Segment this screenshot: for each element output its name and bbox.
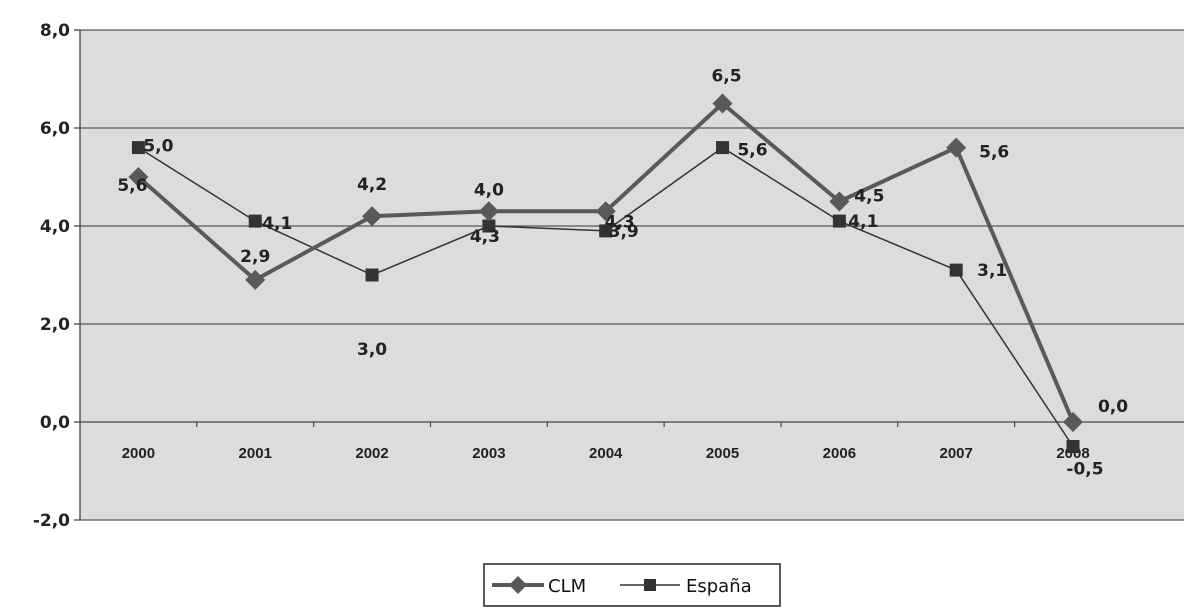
espana-point xyxy=(365,268,379,282)
clm-point xyxy=(1063,412,1084,432)
x-axis: 2000 2001 2002 2003 2004 2005 2006 2007 2008 xyxy=(122,422,1090,462)
data-label-espana: 3,0 xyxy=(357,340,387,360)
legend-label-espana: España xyxy=(686,576,752,597)
data-label-clm: 0,0 xyxy=(1098,397,1128,417)
x-tick-label: 2006 xyxy=(823,445,856,462)
espana-point xyxy=(248,214,262,228)
espana-point xyxy=(832,214,846,228)
y-tick-label: 2,0 xyxy=(40,315,70,335)
x-tick-label: 2000 xyxy=(122,445,155,462)
y-tick-label: 0,0 xyxy=(40,413,70,433)
clm-point xyxy=(946,137,967,158)
clm-point xyxy=(595,201,616,222)
espana-point xyxy=(949,263,963,277)
data-label-clm: 4,3 xyxy=(605,212,635,232)
y-tick-label: 4,0 xyxy=(40,217,70,237)
gridlines xyxy=(80,29,1184,521)
legend-marker-clm xyxy=(509,576,527,594)
espana-point xyxy=(1066,440,1080,453)
x-tick-label: 2002 xyxy=(355,445,388,462)
data-label-espana: 3,9 xyxy=(609,222,639,242)
espana-point xyxy=(131,141,145,155)
data-label-espana: 4,1 xyxy=(262,214,292,234)
espana-point xyxy=(599,224,613,238)
espana-point xyxy=(482,219,496,233)
data-label-clm: 5,6 xyxy=(979,143,1009,163)
y-axis: -2,0 0,0 2,0 4,0 6,0 8,0 xyxy=(33,21,81,531)
legend-label-clm: CLM xyxy=(548,576,586,597)
x-tick-label: 2003 xyxy=(472,445,505,462)
data-label-espana: 3,1 xyxy=(977,261,1007,281)
data-label-clm: 4,0 xyxy=(474,180,504,200)
data-label-espana: 5,6 xyxy=(737,141,767,161)
series-layer xyxy=(128,93,1084,453)
clm-point xyxy=(478,201,499,222)
data-labels: 5,62,94,2 4,04,36,54,55,60,05,04,13,04,3 3… xyxy=(117,67,1128,480)
data-label-espana: 4,1 xyxy=(848,212,878,232)
clm-point xyxy=(245,269,266,290)
y-tick-label: -2,0 xyxy=(33,511,70,531)
data-label-clm: 4,2 xyxy=(357,175,387,195)
x-tick-label: 2001 xyxy=(239,445,272,462)
x-tick-label: 2004 xyxy=(589,445,623,462)
y-tick-label: 6,0 xyxy=(40,119,70,139)
clm-point xyxy=(712,93,733,114)
data-label-espana: 5,0 xyxy=(143,137,173,157)
x-tick-label: 2007 xyxy=(940,445,973,462)
clm-point xyxy=(829,191,850,212)
data-label-clm: 5,6 xyxy=(117,176,147,196)
data-label-clm: 4,5 xyxy=(854,187,884,207)
clm-point xyxy=(362,206,383,227)
clm-point xyxy=(128,167,149,187)
x-tick-label: 2005 xyxy=(706,445,739,462)
data-label-clm: 6,5 xyxy=(711,67,741,87)
x-tick-label: 2008 xyxy=(1056,445,1089,462)
espana-point xyxy=(716,141,730,155)
data-label-clm: 2,9 xyxy=(240,247,270,267)
data-label-espana: 4,3 xyxy=(470,227,500,247)
legend-marker-espana xyxy=(644,579,656,591)
data-label-espana: -0,5 xyxy=(1066,460,1103,480)
legend: CLM España xyxy=(483,563,781,607)
y-tick-label: 8,0 xyxy=(40,21,70,41)
